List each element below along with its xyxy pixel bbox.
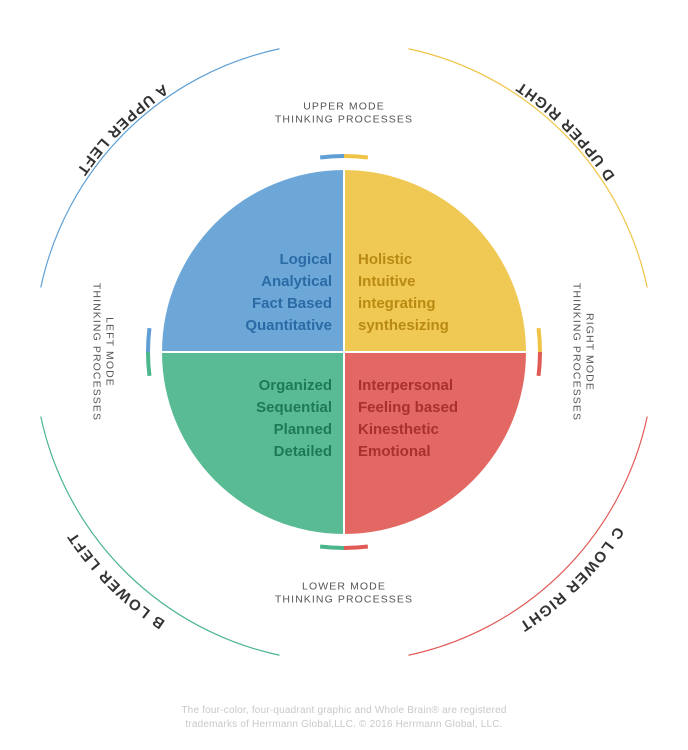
term-C-1: Feeling based: [358, 399, 458, 416]
footer-credit: The four-color, four-quadrant graphic an…: [0, 704, 688, 732]
svg-text:LEFT MODE: LEFT MODE: [104, 317, 116, 387]
svg-text:LOWER MODE: LOWER MODE: [302, 581, 386, 593]
svg-text:THINKING PROCESSES: THINKING PROCESSES: [91, 283, 103, 421]
svg-text:THINKING PROCESSES: THINKING PROCESSES: [275, 114, 413, 126]
term-A-3: Quantitative: [245, 317, 332, 334]
footer-line2: trademarks of Herrmann Global,LLC. © 201…: [185, 719, 502, 730]
footer-line1: The four-color, four-quadrant graphic an…: [181, 705, 506, 716]
term-B-1: Sequential: [256, 399, 332, 416]
term-D-3: synthesizing: [358, 317, 449, 334]
term-D-2: integrating: [358, 295, 436, 312]
term-B-3: Detailed: [274, 443, 332, 460]
quadrant-label-B: B LOWER LEFT: [64, 528, 168, 632]
svg-text:THINKING PROCESSES: THINKING PROCESSES: [571, 283, 583, 421]
quadrant-label-A: A UPPER LEFT: [73, 81, 171, 179]
quadrant-label-D: D UPPER RIGHT: [512, 78, 618, 184]
mode-label-2: LOWER MODETHINKING PROCESSES: [275, 581, 413, 606]
term-A-1: Analytical: [261, 273, 332, 290]
term-C-0: Interpersonal: [358, 377, 453, 394]
term-B-2: Planned: [274, 421, 332, 438]
svg-text:RIGHT MODE: RIGHT MODE: [584, 313, 596, 391]
term-D-1: Intuitive: [358, 273, 416, 290]
svg-text:THINKING PROCESSES: THINKING PROCESSES: [275, 594, 413, 606]
mode-label-1: RIGHT MODETHINKING PROCESSES: [571, 283, 596, 421]
svg-text:UPPER MODE: UPPER MODE: [303, 101, 385, 113]
term-A-0: Logical: [279, 251, 332, 268]
indicator: [146, 352, 151, 376]
quadrant-diagram: Logical Analytical Fact Based Quantitative H…: [0, 0, 688, 750]
indicator: [537, 352, 542, 376]
diagram-container: Logical Analytical Fact Based Quantitative H…: [0, 0, 688, 750]
term-C-2: Kinesthetic: [358, 421, 439, 438]
indicator: [344, 545, 368, 550]
indicator: [344, 154, 368, 159]
term-C-3: Emotional: [358, 443, 431, 460]
term-B-0: Organized: [259, 377, 332, 394]
mode-label-3: LEFT MODETHINKING PROCESSES: [91, 283, 116, 421]
term-D-0: Holistic: [358, 251, 412, 268]
term-A-2: Fact Based: [252, 295, 332, 312]
indicator: [537, 328, 542, 352]
indicator: [146, 328, 151, 352]
indicator: [320, 154, 344, 159]
mode-label-0: UPPER MODETHINKING PROCESSES: [275, 101, 413, 126]
indicator: [320, 545, 344, 550]
quadrant-label-C: C LOWER RIGHT: [516, 524, 627, 635]
